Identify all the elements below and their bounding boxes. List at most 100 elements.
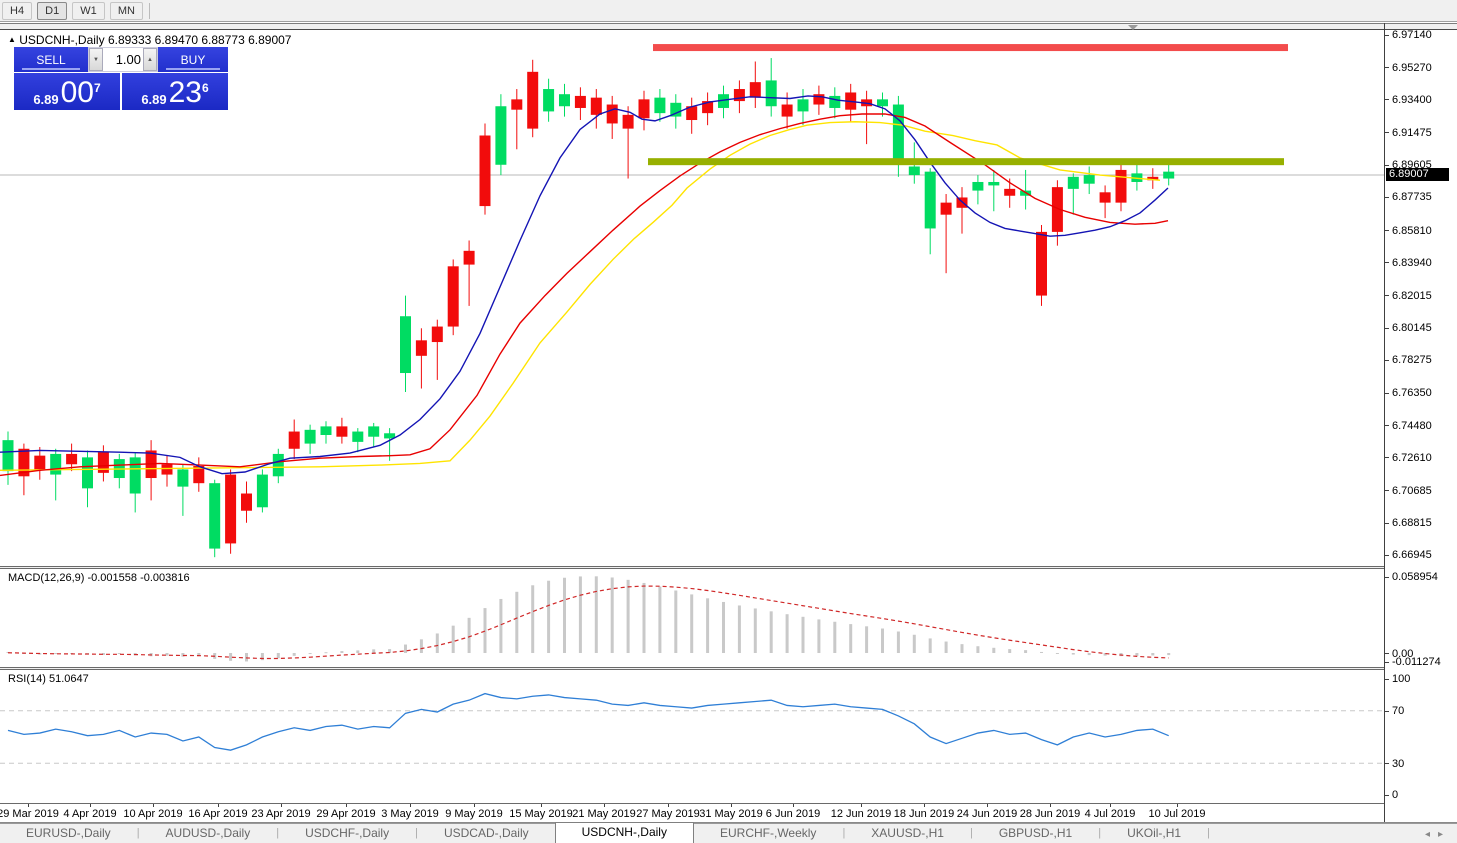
macd-indicator-panel[interactable] (0, 569, 1384, 667)
chart-scrollbar[interactable] (0, 23, 1457, 30)
macd-histogram-bar (737, 605, 741, 653)
sell-button-label: SELL (36, 52, 66, 67)
symbol-tab-xauusd[interactable]: XAUUSD-,H1 (871, 826, 944, 840)
price-axis-label-tick (1384, 554, 1389, 556)
tab-separator: | (842, 827, 846, 839)
macd-axis-label-tick (1384, 576, 1389, 578)
tabs-scroll-left-icon[interactable]: ◂ (1424, 829, 1438, 840)
rsi-indicator-panel[interactable] (0, 670, 1384, 803)
date-label: 4 Apr 2019 (63, 808, 117, 820)
tab-separator: | (276, 827, 280, 839)
buy-price-display[interactable]: 6.89 23 6 (122, 73, 228, 110)
date-label: 28 Jun 2019 (1019, 808, 1081, 820)
timeframe-h4-button[interactable]: H4 (2, 2, 33, 20)
date-tick (474, 804, 475, 807)
date-label: 3 May 2019 (381, 808, 439, 820)
candlestick-chart-canvas[interactable] (0, 30, 1384, 566)
symbol-tab-eurusd[interactable]: EURUSD-,Daily (26, 826, 111, 840)
main-price-chart[interactable] (0, 30, 1384, 566)
date-tick (90, 804, 91, 807)
macd-chart-canvas[interactable] (0, 569, 1384, 667)
macd-histogram-bar (674, 590, 678, 653)
price-axis-label: 6.72610 (1392, 451, 1432, 464)
date-tick (924, 804, 925, 807)
macd-histogram-bar (356, 650, 360, 653)
date-label: 29 Apr 2019 (316, 808, 376, 820)
toolbar-divider (148, 3, 150, 20)
macd-histogram-bar (1103, 653, 1107, 656)
volume-increase-button[interactable]: ▲ (143, 48, 157, 71)
date-tick (153, 804, 154, 807)
price-axis-label: 6.95270 (1392, 61, 1432, 74)
timeframe-mn-button[interactable]: MN (109, 2, 143, 20)
macd-histogram-bar (722, 601, 725, 653)
macd-histogram-bar (419, 639, 423, 653)
tab-separator: | (1098, 827, 1102, 839)
date-label: 6 Jun 2019 (765, 808, 821, 820)
macd-panel-splitter[interactable] (0, 566, 1384, 569)
timeframe-w1-button[interactable]: W1 (72, 2, 105, 20)
macd-histogram-bar (578, 576, 582, 653)
price-axis-label-tick (1384, 67, 1389, 69)
buy-button[interactable]: BUY (158, 47, 228, 72)
timeframe-toolbar: H4 D1 W1 MN (0, 0, 1457, 22)
macd-histogram-bar (753, 608, 757, 653)
candle (1147, 176, 1159, 181)
rsi-axis-label-tick (1384, 710, 1389, 712)
candle (892, 104, 904, 164)
date-tick (281, 804, 282, 807)
ma-mid-red-line (0, 113, 1169, 477)
date-label: 31 May 2019 (699, 808, 763, 820)
date-tick (346, 804, 347, 807)
chart-scroll-position-marker[interactable] (1128, 25, 1138, 30)
price-axis-label: 6.82015 (1392, 289, 1432, 302)
candle (670, 102, 682, 117)
resistance-horizontal-line (653, 44, 1288, 52)
price-axis-label-tick (1384, 164, 1389, 166)
sell-button[interactable]: SELL (14, 47, 88, 72)
sell-price-display[interactable]: 6.89 00 7 (14, 73, 120, 110)
tab-separator: | (415, 827, 418, 839)
macd-histogram-bar (769, 611, 773, 653)
macd-histogram-bar (324, 652, 328, 654)
macd-histogram-bar (1008, 649, 1012, 653)
symbol-tab-eurchf[interactable]: EURCHF-,Weekly (719, 826, 817, 840)
symbol-tab-usdcad[interactable]: USDCAD-,Daily (443, 826, 529, 840)
macd-histogram-bar (1135, 653, 1139, 656)
symbol-tab-usdchf[interactable]: USDCHF-,Daily (305, 826, 390, 840)
buy-price-prefix: 6.89 (141, 92, 167, 107)
volume-decrease-button[interactable]: ▼ (89, 48, 103, 71)
candle (1083, 175, 1095, 184)
rsi-chart-canvas[interactable] (0, 670, 1384, 803)
symbol-tab-usdcnh[interactable]: USDCNH-,Daily (554, 822, 694, 843)
symbol-tab-ukoil[interactable]: UKOil-,H1 (1127, 826, 1182, 840)
date-label: 29 Mar 2019 (0, 808, 59, 820)
one-click-trading-panel: SELL ▼ ▲ BUY 6.89 00 7 6.89 23 6 (14, 47, 228, 110)
candle (304, 429, 316, 444)
symbol-tab-audusd[interactable]: AUDUSD-,Daily (165, 826, 251, 840)
date-label: 18 Jun 2019 (893, 808, 955, 820)
price-axis-label-tick (1384, 392, 1389, 394)
date-tick (410, 804, 411, 807)
macd-histogram-bar (483, 608, 487, 653)
candle (622, 114, 634, 129)
symbol-tab-gbpusd[interactable]: GBPUSD-,H1 (998, 826, 1073, 840)
candle (733, 89, 745, 102)
candle (1051, 187, 1063, 232)
buy-price-pip: 6 (202, 81, 209, 95)
price-axis-label: 6.68815 (1392, 517, 1432, 529)
timeframe-d1-button[interactable]: D1 (37, 2, 68, 20)
volume-input[interactable] (103, 48, 143, 71)
candle (1115, 169, 1127, 203)
candle (686, 106, 698, 121)
candle (1004, 188, 1016, 196)
candle (813, 94, 825, 105)
candle (606, 104, 618, 124)
macd-histogram-bar (833, 621, 837, 653)
tabs-scroll-right-icon[interactable]: ▸ (1437, 829, 1451, 840)
candle (654, 97, 666, 114)
candle (129, 457, 141, 494)
rsi-panel-splitter[interactable] (0, 667, 1384, 670)
candle (415, 340, 427, 356)
macd-histogram-bar (515, 591, 519, 653)
